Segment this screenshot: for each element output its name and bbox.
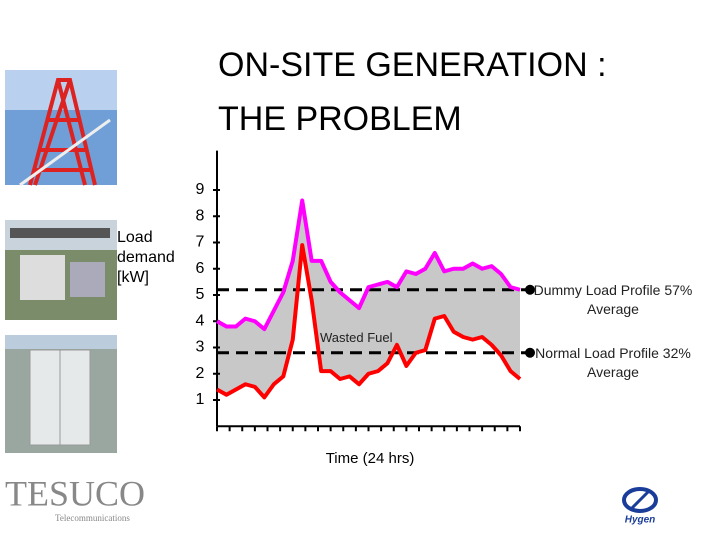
y-tick-label: 5 (196, 286, 205, 303)
y-tick-label: 3 (196, 339, 205, 356)
hygen-logo (622, 487, 658, 513)
logo-text: TESUCO (5, 473, 145, 513)
y-tick-label: 8 (196, 207, 205, 224)
photo-tower (5, 70, 117, 187)
x-axis-label: Time (24 hrs) (325, 450, 415, 467)
series-line (216, 243, 522, 400)
y-tick-label: 1 (196, 391, 205, 408)
y-tick-label: 9 (196, 181, 205, 198)
logo-subtext: Telecommunications (55, 513, 130, 523)
reference-dot (525, 347, 535, 358)
title: ON-SITE GENERATION : THE PROBLEM (218, 46, 607, 138)
reference-label: Dummy Load Profile 57% Average (533, 281, 693, 317)
y-tick-label: 2 (196, 365, 205, 382)
photo-cabinet (5, 335, 117, 453)
reference-dot (525, 284, 535, 295)
y-tick-label: 4 (196, 312, 205, 329)
series-line (216, 198, 521, 332)
wasted-area (217, 200, 520, 398)
y-tick-label: 7 (196, 234, 205, 251)
y-tick-label: 6 (196, 260, 205, 277)
reference-label: Normal Load Profile 32% Average (535, 344, 691, 380)
annotation: Wasted Fuel (320, 330, 393, 345)
logo-text: Hygen (625, 515, 656, 526)
y-axis-label: Load demand [kW] (117, 229, 175, 286)
photo-site (5, 220, 117, 320)
